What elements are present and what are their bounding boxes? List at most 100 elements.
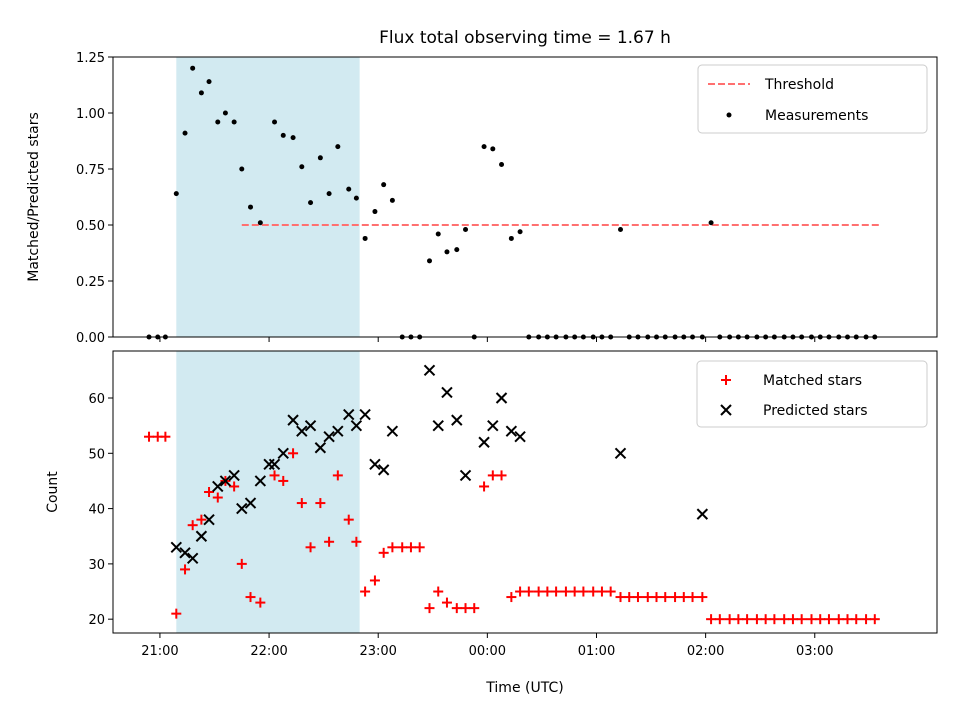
legend-matched-label: Matched stars — [763, 373, 862, 389]
measurement-point — [435, 231, 441, 237]
predicted-star-point — [268, 458, 281, 471]
matched-star-point — [160, 431, 171, 442]
predicted-star-point — [228, 469, 240, 482]
y-axis-label: Count — [45, 471, 61, 513]
matched-star-point — [360, 586, 371, 597]
predicted-star-point — [459, 469, 472, 482]
measurement-point — [280, 132, 286, 138]
measurement-point — [173, 191, 179, 197]
matched-star-point — [414, 542, 425, 553]
measurement-point — [257, 220, 263, 226]
matched-star-point — [624, 592, 635, 603]
y-axis-label: Matched/Predicted stars — [26, 112, 42, 282]
y-tick-label: 1.00 — [76, 107, 105, 122]
matched-star-point — [651, 592, 662, 603]
matched-star-point — [229, 481, 240, 492]
predicted-star-point — [179, 547, 191, 559]
measurement-point — [389, 197, 395, 203]
matched-star-point — [196, 514, 207, 525]
predicted-star-point — [614, 447, 627, 460]
measurement-point — [517, 229, 523, 235]
matched-star-point — [569, 586, 580, 597]
predicted-star-point — [696, 508, 709, 520]
predicted-star-point — [514, 430, 526, 443]
matched-star-point — [378, 547, 389, 558]
matched-star-point — [180, 564, 191, 575]
matched-star-point — [815, 614, 826, 625]
matched-star-point — [278, 475, 289, 486]
predicted-star-point — [244, 497, 257, 509]
matched-star-point — [343, 514, 354, 525]
predicted-star-point — [212, 480, 224, 493]
measurement-point — [381, 182, 387, 188]
x-axis-ticks — [159, 337, 816, 342]
x-axis-label: Time (UTC) — [485, 680, 563, 696]
predicted-star-point — [343, 408, 355, 421]
matched-star-point — [724, 614, 735, 625]
matched-star-point — [324, 536, 335, 547]
matched-star-point — [369, 575, 380, 586]
matched-star-point — [733, 614, 744, 625]
matched-star-point — [533, 586, 544, 597]
matched-star-point — [697, 592, 708, 603]
measurement-point — [231, 119, 237, 125]
matched-star-point — [405, 542, 416, 553]
matched-star-point — [751, 614, 762, 625]
predicted-star-point — [386, 425, 399, 437]
matched-star-point — [632, 592, 643, 603]
matched-star-point — [245, 592, 256, 603]
matched-star-point — [551, 586, 562, 597]
measurement-point — [182, 130, 188, 136]
matched-star-point — [869, 614, 880, 625]
predicted-star-point — [451, 414, 463, 426]
predicted-star-point — [495, 392, 508, 404]
matched-star-point — [714, 614, 725, 625]
predicted-star-point — [277, 447, 289, 460]
x-tick-label: 22:00 — [250, 644, 287, 659]
matched-star-point — [605, 586, 616, 597]
matched-star-point — [678, 592, 689, 603]
predicted-star-point — [478, 436, 490, 448]
matched-star-point — [596, 586, 607, 597]
x-tick-label: 21:00 — [141, 644, 178, 659]
measurement-point — [444, 249, 450, 255]
legend-measurements-swatch — [726, 112, 732, 118]
matched-star-point — [433, 586, 444, 597]
matched-star-point — [255, 597, 266, 608]
matched-star-point — [424, 603, 435, 614]
matched-star-point — [487, 470, 498, 481]
matched-star-point — [496, 470, 507, 481]
measurement-point — [463, 226, 469, 232]
matched-star-point — [451, 603, 462, 614]
measurement-point — [290, 135, 296, 141]
matched-star-point — [787, 614, 798, 625]
predicted-star-point — [487, 419, 499, 432]
legend: Matched stars Predicted stars — [696, 360, 928, 428]
count-panel: 20 30 40 50 60 21:00 22:00 23:00 00:00 01:00 02:0… — [45, 350, 938, 659]
predicted-star-point — [219, 475, 232, 487]
x-tick-label: 00:00 — [469, 644, 506, 659]
measurement-point — [427, 258, 433, 264]
measurement-point — [481, 144, 487, 150]
matched-star-point — [833, 614, 844, 625]
x-tick-label: 23:00 — [359, 644, 396, 659]
measurement-point — [190, 65, 196, 71]
matched-star-point — [796, 614, 807, 625]
matched-star-point — [861, 614, 872, 625]
measurement-point — [372, 209, 378, 215]
measurement-point — [362, 235, 368, 241]
predicted-star-point — [359, 408, 371, 421]
predicted-star-point — [296, 425, 308, 437]
y-tick-label: 1.25 — [76, 51, 105, 66]
matched-star-point — [212, 492, 223, 503]
legend-measurements-label: Measurements — [765, 108, 868, 124]
observing-window-shade — [176, 351, 360, 633]
matched-star-point — [305, 542, 316, 553]
predicted-star-point — [287, 414, 299, 426]
measurement-point — [499, 162, 505, 168]
y-tick-label: 20 — [88, 613, 105, 628]
matched-star-point — [171, 608, 182, 619]
predicted-star-point — [441, 386, 453, 399]
matched-star-point — [479, 481, 490, 492]
